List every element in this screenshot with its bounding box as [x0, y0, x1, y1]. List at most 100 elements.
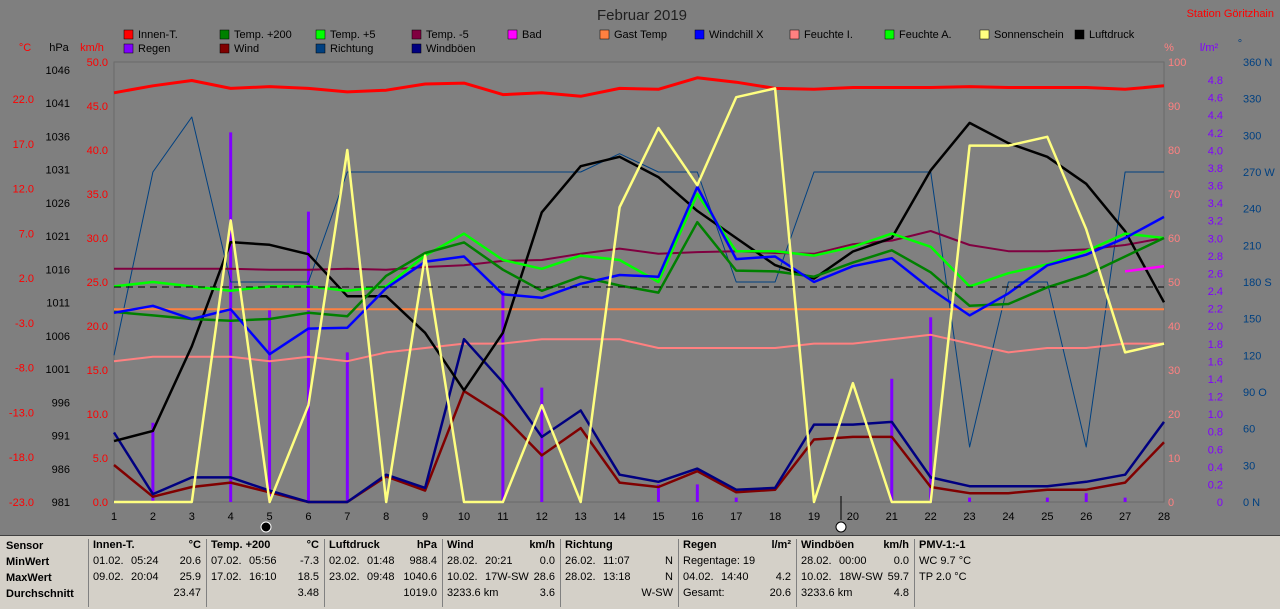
stats-temp200-title: Temp. +200: [211, 539, 271, 551]
wind-tick-label: 0.0: [93, 497, 108, 509]
day-tick-label: 18: [769, 511, 781, 523]
stats-boeen-avg: 4.8: [893, 587, 909, 599]
stats-wind-avg: 3.6: [539, 587, 555, 599]
legend-swatch: [219, 29, 230, 40]
rain-tick-label: 4.8: [1208, 75, 1223, 87]
stats-druck-avg: 1019.0: [403, 587, 437, 599]
stats-regen-total: 20.6: [769, 587, 791, 599]
pressure-tick-label: 1021: [46, 231, 70, 243]
stats-boeen-unit: km/h: [883, 539, 909, 551]
wind-tick-label: 50.0: [87, 57, 108, 69]
stats-innen-min-val: 20.6: [179, 555, 201, 567]
day-tick-label: 25: [1041, 511, 1053, 523]
rain-unit-label: l/m²: [1200, 42, 1219, 54]
wind-tick-label: 5.0: [93, 453, 108, 465]
stats-richtung: Richtung 26.02. 11:07 N 28.02. 13:18 N W…: [560, 539, 679, 607]
stats-boeen-max-dir: 18W-SW: [839, 571, 883, 583]
legend-swatch: [123, 43, 134, 54]
stats-druck-unit: hPa: [416, 539, 437, 551]
rain-tick-label: 2.0: [1208, 321, 1223, 333]
humidity-unit-label: %: [1164, 42, 1174, 54]
humidity-tick-label: 0: [1168, 497, 1174, 509]
axis-ticks: 22.017.012.07.02.0-3.0-8.0-13.0-18.0-23.…: [9, 57, 1275, 523]
temp-tick-label: -13.0: [9, 407, 34, 419]
pressure-unit-label: hPa: [49, 42, 69, 54]
legend-label: Temp. +200: [234, 29, 292, 41]
direction-tick-label: 300: [1243, 130, 1261, 142]
stats-innen-avg: 23.47: [173, 587, 201, 599]
day-tick-label: 15: [652, 511, 664, 523]
legend-swatch: [315, 29, 326, 40]
stats-wind: Wind km/h 28.02. 20:21 0.0 10.02. 17W-SW…: [442, 539, 561, 607]
day-tick-label: 4: [228, 511, 234, 523]
stats-druck-min-time: 01:48: [367, 555, 395, 567]
humidity-tick-label: 10: [1168, 453, 1180, 465]
temp-tick-label: -23.0: [9, 497, 34, 509]
label-min: MinWert: [6, 556, 50, 568]
day-tick-label: 9: [422, 511, 428, 523]
humidity-tick-label: 20: [1168, 409, 1180, 421]
day-tick-label: 13: [575, 511, 587, 523]
pressure-tick-label: 996: [52, 397, 70, 409]
legend-swatch: [599, 29, 610, 40]
legend-swatch: [884, 29, 895, 40]
stats-innen-min-time: 05:24: [131, 555, 159, 567]
stats-boeen-max-val: 59.7: [887, 571, 909, 583]
humidity-tick-label: 80: [1168, 145, 1180, 157]
stats-pmv: PMV-1:-1 WC 9.7 °C TP 2.0 °C: [914, 539, 999, 607]
legend-label: Windchill X: [709, 29, 764, 41]
temp-tick-label: -8.0: [15, 363, 34, 375]
series-line-feuchte-a: [113, 192, 1165, 293]
legend-label: Bad: [522, 29, 542, 41]
chart-marks: [112, 76, 1166, 504]
pressure-tick-label: 1041: [46, 98, 70, 110]
day-tick-label: 22: [925, 511, 937, 523]
day-tick-label: 20: [847, 511, 859, 523]
humidity-tick-label: 100: [1168, 57, 1186, 69]
pressure-tick-label: 991: [52, 431, 70, 443]
rain-tick-label: 3.2: [1208, 216, 1223, 228]
day-tick-label: 16: [691, 511, 703, 523]
humidity-tick-label: 60: [1168, 233, 1180, 245]
day-tick-label: 21: [886, 511, 898, 523]
stats-pmv-wc: WC 9.7 °C: [919, 555, 972, 567]
day-tick-label: 11: [497, 511, 508, 523]
stats-druck-min-val: 988.4: [409, 555, 437, 567]
wind-tick-label: 35.0: [87, 189, 108, 201]
stats-wind-title: Wind: [447, 539, 474, 551]
wind-tick-label: 15.0: [87, 365, 108, 377]
stats-temp200-unit: °C: [306, 539, 319, 551]
stats-richtung-min-date: 26.02.: [565, 555, 596, 567]
direction-tick-label: 150: [1243, 314, 1261, 326]
series-line-innen-t: [113, 76, 1165, 98]
stats-temp200-min-date: 07.02.: [211, 555, 242, 567]
stats-wind-unit: km/h: [529, 539, 555, 551]
day-tick-label: 3: [189, 511, 195, 523]
series-line-temp-5: [114, 230, 1165, 271]
day-tick-label: 7: [344, 511, 350, 523]
stats-richtung-max-time: 13:18: [603, 571, 631, 583]
stats-innen-max-val: 25.9: [179, 571, 201, 583]
stats-innen-temp: Innen-T. °C 01.02. 05:24 20.6 09.02. 20:…: [88, 539, 207, 607]
pressure-tick-label: 1046: [46, 65, 70, 77]
direction-tick-label: 360 N: [1243, 57, 1272, 69]
series-line-bad: [1124, 264, 1165, 273]
stats-druck-max-val: 1040.6: [403, 571, 437, 583]
rain-tick-label: 3.4: [1208, 198, 1223, 210]
new-moon-icon: [260, 521, 272, 533]
legend-label: Windböen: [426, 43, 476, 55]
rain-tick-label: 3.0: [1208, 233, 1223, 245]
temp-tick-label: 17.0: [13, 139, 34, 151]
humidity-tick-label: 30: [1168, 365, 1180, 377]
stats-druck-max-time: 09:48: [367, 571, 395, 583]
stats-wind-max-dir: 17W-SW: [485, 571, 529, 583]
pressure-tick-label: 1001: [46, 364, 70, 376]
humidity-tick-label: 90: [1168, 101, 1180, 113]
legend-swatch: [411, 29, 422, 40]
stats-luftdruck: Luftdruck hPa 02.02. 01:48 988.4 23.02. …: [324, 539, 443, 607]
temp-tick-label: 12.0: [13, 184, 34, 196]
direction-tick-label: 270 W: [1243, 167, 1275, 179]
stats-innen-title: Innen-T.: [93, 539, 135, 551]
legend-label: Feuchte I.: [804, 29, 853, 41]
stats-temp200-max-time: 16:10: [249, 571, 277, 583]
